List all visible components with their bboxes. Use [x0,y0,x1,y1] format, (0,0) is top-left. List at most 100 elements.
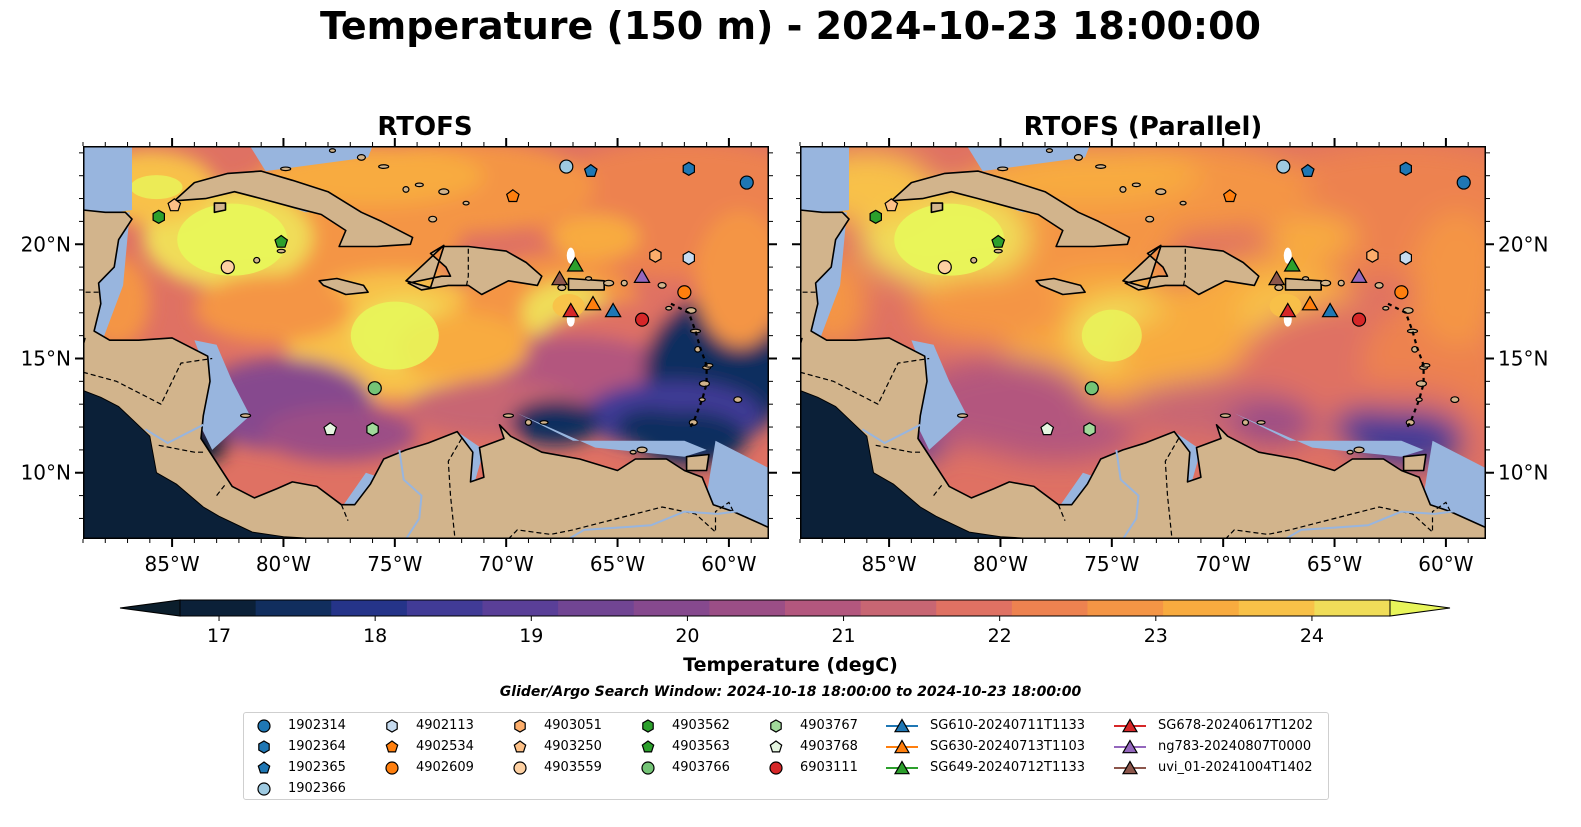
colorbar: 17 18 19 20 21 22 23 24 [119,599,1451,647]
lat-tick-label-left: 15°N [21,346,71,370]
circle-marker-icon [513,761,527,775]
map-panel-rtofs [83,146,769,539]
marker-1902314 [1456,175,1471,190]
search-window-note: Glider/Argo Search Window: 2024-10-18 18… [499,684,1082,700]
colorbar-segment [633,600,710,616]
legend-label: 4903767 [800,718,858,733]
colorbar-segment [1314,600,1391,616]
marker-SG630-20240713T1103 [584,295,602,311]
lat-tick-label-left: 10°N [21,461,71,485]
marker-4903250 [167,198,182,212]
legend-label: SG630-20240713T1103 [930,739,1086,754]
legend-circle-icon [257,719,271,733]
colorbar-tick-label: 20 [675,625,699,647]
colorbar-tick-label: 18 [363,625,387,647]
circle-marker-icon [385,761,399,775]
legend-hexagon-icon [642,719,654,733]
legend-circle-icon [257,782,271,796]
marker-SG610-20240711T1133 [604,302,622,318]
map-frame [800,146,1486,539]
legend-label: 1902364 [288,739,346,754]
legend-label: 4902534 [416,739,474,754]
lon-tick-label: 85°W [861,552,916,576]
colorbar-tick-label: 23 [1144,625,1168,647]
legend-label: 4903559 [544,760,602,775]
triangle-marker-icon [886,760,918,775]
map-panel-rtofs-parallel [800,146,1486,539]
colorbar-segment [558,600,635,616]
legend: 1902314 1902364 1902365 1902366 4902113 49025… [243,712,1329,800]
marker-SG649-20240712T1133 [566,256,584,272]
legend-pentagon-icon [641,740,655,753]
legend-label: 1902314 [288,718,346,733]
legend-triangle-icon [893,739,911,754]
lon-tick-label: 65°W [590,552,645,576]
colorbar-segment [331,600,408,616]
hexagon-marker-icon [514,719,526,733]
circle-marker-icon [257,782,271,796]
colorbar-segment [709,600,786,616]
lon-tick-label: 80°W [973,552,1028,576]
lon-tick-label: 75°W [1084,552,1139,576]
colorbar-tick-label: 19 [519,625,543,647]
pentagon-marker-icon [385,740,399,753]
lon-tick-label: 80°W [256,552,311,576]
hexagon-marker-icon [642,719,654,733]
marker-6903111 [634,312,650,327]
marker-4903563 [991,234,1006,248]
lat-tick-label-right: 20°N [1498,232,1548,256]
legend-label: uvi_01-20241004T1402 [1158,760,1313,775]
legend-label: 4902609 [416,760,474,775]
marker-uvi_01-20241004T1402 [550,270,569,286]
marker-1902365 [1300,163,1315,177]
lon-tick-label: 85°W [144,552,199,576]
marker-4903766 [367,381,382,396]
marker-1902366 [559,159,574,174]
marker-SG678-20240617T1202 [1279,302,1297,318]
legend-hexagon-icon [770,719,782,733]
marker-1902364 [682,161,696,176]
marker-SG610-20240711T1133 [1321,302,1339,318]
marker-4902609 [1394,285,1409,300]
rivers [861,423,1486,539]
marker-ng783-20240807T0000 [1350,267,1368,283]
colorbar-extend-max [1389,599,1451,617]
circle-marker-icon [257,719,271,733]
legend-label: SG678-20240617T1202 [1158,718,1314,733]
marker-4903562 [152,209,166,224]
lon-tick-label: 70°W [479,552,534,576]
lesser-antilles [1387,302,1425,430]
marker-SG630-20240713T1103 [1301,295,1319,311]
legend-triangle-icon [1121,760,1139,775]
marker-1902364 [1399,161,1413,176]
marker-4903559 [220,259,235,275]
colorbar-label: Temperature (degC) [683,654,898,676]
legend-label: 4903562 [672,718,730,733]
colorbar-segment [1087,600,1164,616]
marker-4902113 [682,250,696,266]
panel-title-rtofs: RTOFS [377,112,473,142]
legend-label: SG649-20240712T1133 [930,760,1086,775]
legend-label: ng783-20240807T0000 [1158,739,1312,754]
legend-circle-icon [513,761,527,775]
lesser-antilles [670,302,708,430]
lon-tick-label: 60°W [1418,552,1473,576]
colorbar-tick-label: 21 [831,625,855,647]
legend-triangle-icon [1121,718,1139,733]
legend-circle-icon [769,761,783,775]
hexagon-marker-icon [258,740,270,754]
legend-triangle-icon [1121,739,1139,754]
legend-hexagon-icon [258,740,270,754]
legend-label: 4902113 [416,718,474,733]
legend-triangle-icon [893,718,911,733]
legend-hexagon-icon [514,719,526,733]
legend-label: 6903111 [800,760,858,775]
marker-4903051 [649,248,662,263]
circle-marker-icon [641,761,655,775]
panel-title-rtofs-parallel: RTOFS (Parallel) [1023,112,1263,142]
colorbar-tick-label: 22 [988,625,1012,647]
marker-1902314 [739,175,754,190]
marker-6903111 [1351,312,1367,327]
marker-1902366 [1276,159,1291,174]
legend-pentagon-icon [257,761,271,774]
